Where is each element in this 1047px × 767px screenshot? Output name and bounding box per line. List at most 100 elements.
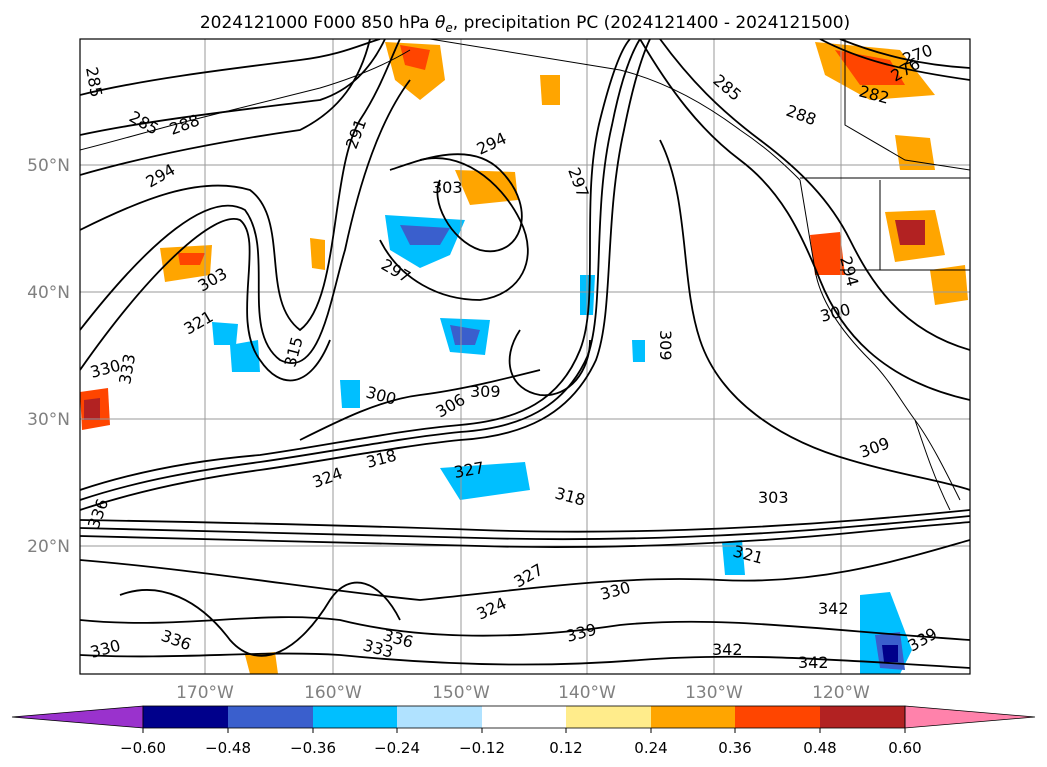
colorbar-tick-label: −0.60 [120,739,166,757]
neg-blob-w [212,322,238,345]
contour-line [839,39,970,69]
precip-blob-west-core [178,253,205,265]
contour-line [659,39,970,351]
title-variable-subscript: e [445,21,452,35]
colorbar-segment [143,706,228,728]
contour-label: 309 [656,330,675,361]
colorbar-segment [313,706,397,728]
colorbar-tick-label: 0.24 [634,739,667,757]
colorbar-tick-label: 0.48 [803,739,836,757]
contour-line [659,139,970,491]
lon-tick-label: 150°W [432,683,490,703]
colorbar-segment [820,706,905,728]
precip-blob-nw-coast [810,232,845,275]
colorbar-tick-label: −0.12 [459,739,505,757]
colorbar-tick-label: 0.12 [549,739,582,757]
neg-blob-w2 [230,340,260,372]
precip-blob-pos1 [245,652,278,674]
contour-label: 342 [818,599,849,618]
graticule [80,39,970,674]
colorbar-segment [735,706,820,728]
colorbar-segment [651,706,735,728]
contour-line [80,39,386,136]
lat-tick-label: 30°N [27,410,70,430]
neg-blob-sm3 [340,380,360,408]
precip-blob-mid [310,238,325,270]
precip-blob-gulf [455,170,518,205]
title-rest: , precipitation PC (2024121400 - 2024121… [453,13,850,33]
contour-label: 342 [798,653,829,672]
colorbar-segment [482,706,566,728]
contour-line [119,581,401,657]
figure-title: 2024121000 F000 850 hPa θe, precipitatio… [200,13,850,35]
contour-line [80,218,331,382]
contour-label: 303 [432,178,463,197]
lat-tick-labels: 50°N 40°N 30°N 20°N [27,156,70,557]
coastline-alaska-gulf [429,39,801,181]
neg-blob-south [440,462,530,500]
neg-blob-se-inner [882,645,898,662]
colorbar-tick-labels: −0.60 −0.48 −0.36 −0.24 −0.12 0.12 0.24 … [120,739,922,757]
lon-tick-labels: 170°W 160°W 150°W 140°W 130°W 120°W [176,683,870,703]
contour-line [80,39,651,511]
contour-line [80,616,970,641]
lon-tick-label: 140°W [558,683,616,703]
title-run: 2024121000 [200,13,308,33]
contour-line [299,369,541,441]
colorbar-tick-marks [142,728,906,733]
contour-label: 303 [758,488,789,507]
contour-line [80,515,970,541]
colorbar-tick-label: 0.60 [888,739,921,757]
precip-blob-idaho-core [895,220,925,245]
title-level: 850 hPa [361,13,430,33]
map-background [80,39,970,674]
lat-tick-label: 40°N [27,283,70,303]
lat-tick-label: 20°N [27,537,70,557]
lon-tick-label: 160°W [304,683,362,703]
contour-line [639,39,970,401]
precip-blob-ne2 [540,75,560,105]
coastline-aleutians [80,49,411,151]
contour-line [508,329,591,396]
contour-label: 309 [470,382,501,401]
colorbar-frame [142,705,906,729]
contour-line [80,509,970,533]
contour-line [80,39,381,96]
title-forecast-hour: F000 [313,13,355,33]
contour-line [379,157,529,301]
theta-e-contours [80,39,970,669]
precip-blob-east [930,265,968,305]
lat-tick-label: 50°N [27,156,70,176]
contour-line [80,39,371,176]
colorbar-extend-min [11,705,144,729]
contour-line [80,39,631,491]
title-variable: θ [435,13,446,33]
colorbar-segment [566,706,651,728]
border-bc-alaska [844,39,970,171]
contour-line [80,539,970,601]
map-frame [79,38,971,675]
neg-blob-north-core [400,225,450,245]
lon-tick-label: 130°W [685,683,743,703]
neg-blob-central-core [450,325,480,345]
neg-blob-sm4 [632,340,645,362]
colorbar-extend-max [904,705,1036,729]
contour-line [819,39,970,81]
colorbar-tick-label: −0.48 [205,739,251,757]
colorbar-tick-label: 0.36 [718,739,751,757]
contour-line [80,39,401,332]
colorbar-tick-label: −0.24 [374,739,420,757]
contour-line [389,153,523,253]
contour-line [80,39,641,501]
precip-blob-farwest-core [84,398,100,420]
lon-tick-label: 120°W [812,683,870,703]
coastlines [80,39,970,511]
contour-line [80,652,970,669]
colorbar-segment [228,706,313,728]
precip-blob-canada-ne-core [835,50,905,85]
precip-blob-bc [895,135,935,170]
colorbar: −0.60 −0.48 −0.36 −0.24 −0.12 0.12 0.24 … [11,705,1036,757]
colorbar-segment [397,706,482,728]
positive-precip-areas [80,42,968,674]
